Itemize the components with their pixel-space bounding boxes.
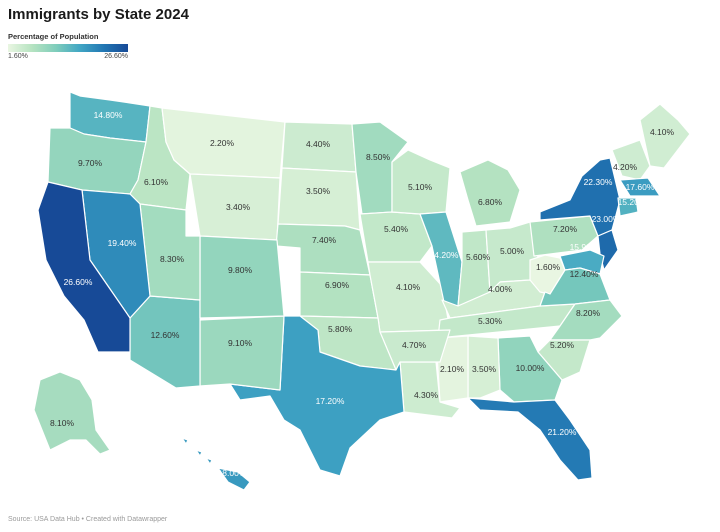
state-az[interactable]	[129, 295, 201, 389]
state-va[interactable]	[539, 267, 611, 307]
state-label-ca: 26.60%	[64, 277, 93, 287]
state-label-md: 15.90%	[570, 242, 599, 252]
legend-max-label: 26.60%	[104, 53, 128, 60]
state-ga[interactable]	[497, 335, 563, 403]
state-sd[interactable]	[277, 167, 361, 231]
state-label-mt: 2.20%	[210, 138, 235, 148]
state-label-nv: 19.40%	[108, 238, 137, 248]
state-label-sc: 5.20%	[550, 340, 575, 350]
state-sc[interactable]	[537, 339, 591, 381]
state-label-va: 12.40%	[570, 269, 599, 279]
state-ne[interactable]	[275, 223, 371, 276]
state-label-ny: 22.30%	[584, 177, 613, 187]
state-label-ia: 5.40%	[384, 224, 409, 234]
state-label-ma: 17.60%	[626, 182, 655, 192]
state-label-nc: 8.20%	[576, 308, 601, 318]
state-co[interactable]	[199, 235, 285, 319]
map-title: Immigrants by State 2024	[8, 6, 189, 23]
state-label-or: 9.70%	[78, 158, 103, 168]
state-label-ut: 8.30%	[160, 254, 185, 264]
state-label-wy: 3.40%	[226, 202, 251, 212]
state-label-wi: 5.10%	[408, 182, 433, 192]
state-label-mn: 8.50%	[366, 152, 391, 162]
state-label-pa: 7.20%	[553, 224, 578, 234]
state-label-in: 5.60%	[466, 252, 491, 262]
state-ma[interactable]	[619, 177, 661, 197]
state-label-me: 4.10%	[650, 127, 675, 137]
state-label-mo: 4.10%	[396, 282, 421, 292]
state-label-co: 9.80%	[228, 265, 253, 275]
state-ms[interactable]	[435, 335, 469, 403]
state-ca[interactable]	[37, 181, 131, 353]
state-label-ky: 4.00%	[488, 284, 513, 294]
state-label-il: 14.20%	[430, 250, 459, 260]
state-ct[interactable]	[617, 197, 639, 217]
state-label-az: 12.60%	[151, 330, 180, 340]
state-label-fl: 21.20%	[548, 427, 577, 437]
state-label-al: 3.50%	[472, 364, 497, 374]
state-ks[interactable]	[299, 271, 379, 319]
state-label-ne: 7.40%	[312, 235, 337, 245]
legend: Percentage of Population 1.60% 26.60%	[8, 32, 132, 62]
state-label-nm: 9.10%	[228, 338, 253, 348]
state-label-wv: 1.60%	[536, 262, 561, 272]
legend-min-label: 1.60%	[8, 53, 28, 60]
state-label-oh: 5.00%	[500, 246, 525, 256]
state-label-ms: 2.10%	[440, 364, 465, 374]
state-label-id: 6.10%	[144, 177, 169, 187]
state-ak[interactable]	[33, 371, 111, 455]
state-label-ct: 15.20%	[618, 197, 647, 207]
state-ia[interactable]	[359, 211, 433, 263]
state-nh[interactable]	[611, 139, 651, 181]
state-label-sd: 3.50%	[306, 186, 331, 196]
state-label-mi: 6.80%	[478, 197, 503, 207]
state-label-ok: 5.80%	[328, 324, 353, 334]
state-label-la: 4.30%	[414, 390, 439, 400]
state-hi[interactable]	[181, 437, 251, 491]
state-label-tx: 17.20%	[316, 396, 345, 406]
state-label-nh: 4.20%	[613, 162, 638, 172]
state-label-nj: 23.00%	[592, 214, 621, 224]
state-label-ga: 10.00%	[516, 363, 545, 373]
legend-gradient-bar	[8, 44, 128, 52]
state-label-ar: 4.70%	[402, 340, 427, 350]
state-wi[interactable]	[391, 149, 451, 215]
legend-label: Percentage of Population	[8, 32, 99, 41]
state-label-tn: 5.30%	[478, 316, 503, 326]
state-label-nd: 4.40%	[306, 139, 331, 149]
state-label-hi: 18.00%	[218, 468, 247, 478]
state-fl[interactable]	[467, 397, 593, 481]
state-label-ks: 6.90%	[325, 280, 350, 290]
state-label-wa: 14.80%	[94, 110, 123, 120]
source-note: Source: USA Data Hub • Created with Data…	[8, 516, 168, 523]
state-mi[interactable]	[459, 159, 521, 227]
state-label-ak: 8.10%	[50, 418, 75, 428]
state-nm[interactable]	[199, 315, 285, 391]
